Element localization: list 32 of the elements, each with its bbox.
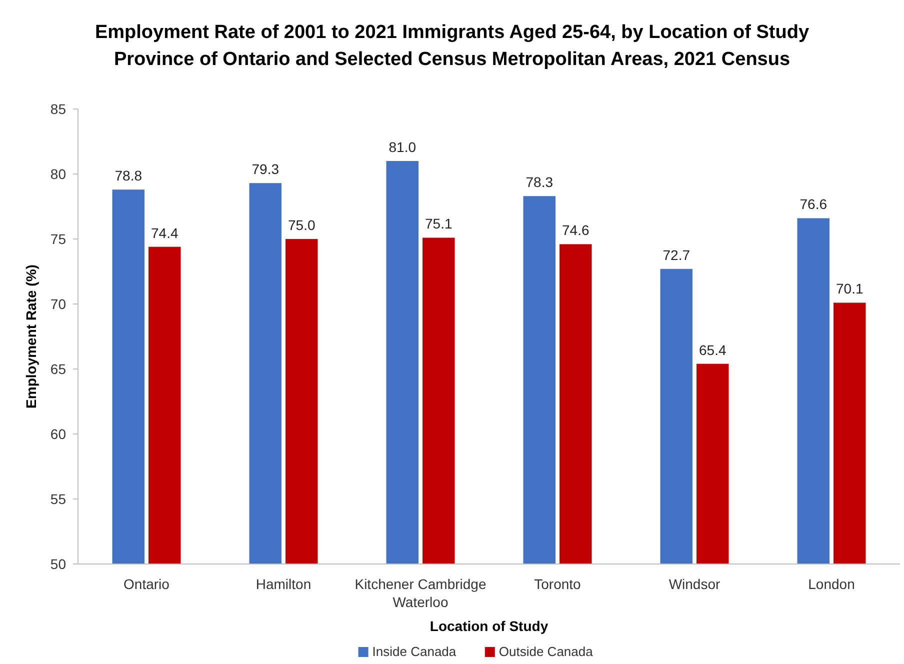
data-label: 79.3 [252,161,280,178]
data-label: 70.1 [836,280,864,297]
data-label: 78.8 [114,168,142,184]
x-axis-title: Location of Study [430,618,548,634]
x-tick-label: Toronto [534,576,582,592]
x-tick-label: Windsor [668,576,721,592]
y-tick-label: 60 [50,426,66,442]
data-label: 72.7 [662,246,690,263]
data-label: 78.3 [526,174,554,190]
data-label: 65.4 [699,342,726,358]
y-tick-label: 65 [50,360,66,377]
y-tick-label: 70 [50,296,66,312]
y-tick-label: 80 [50,166,66,182]
x-tick-label: London [808,576,855,592]
x-tick-label: Ontario [124,576,170,592]
data-label: 74.6 [562,222,590,238]
chart-subtitle: Province of Ontario and Selected Census Metropolitan Areas, 2021 Census [114,49,790,70]
x-tick-label: Hamilton [256,576,312,592]
y-tick-label: 55 [50,490,66,507]
data-label: 74.4 [151,224,178,241]
legend-label: Outside Canada [498,644,594,659]
x-tick-label: Kitchener Cambridge Waterloo [354,576,486,610]
data-label: 75.1 [425,216,452,232]
chart-title: Employment Rate of 2001 to 2021 Immigrants Aged 25-64, by Location of Study [94,22,810,43]
y-tick-label: 75 [50,230,66,247]
y-tick-label: 85 [50,100,66,117]
y-tick-label: 50 [50,556,66,572]
y-axis-title: Employment Rate (%) [23,264,39,408]
legend-label: Inside Canada [372,644,457,659]
data-label: 75.0 [288,217,316,233]
data-label: 76.6 [800,196,828,212]
data-label: 81.0 [388,139,416,155]
